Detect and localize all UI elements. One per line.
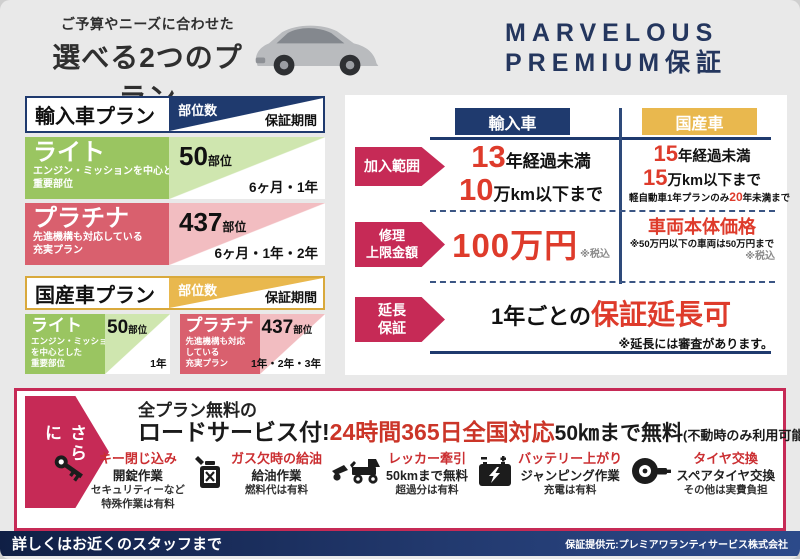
divider — [619, 108, 622, 284]
service-fuel-delivery: ガス欠時の給油 給油作業 燃料代は有料 — [193, 451, 322, 511]
extension-value: 1年ごとの保証延長可 ※延長には審査があります。 — [445, 293, 777, 352]
brand-logo: MARVELOUS PREMIUM保証 — [505, 18, 727, 78]
plan-parts: 437部位 — [261, 317, 313, 338]
plan-desc: 先進機構も対応している — [33, 232, 143, 244]
import-plan-columns: 部位数 保証期間 — [169, 98, 323, 131]
divider — [430, 281, 775, 283]
plan-parts: 437部位 — [179, 207, 247, 237]
key-icon — [54, 455, 83, 482]
service-list: キー閉じ込み 開錠作業 セキュリティーなど 特殊作業は有料 — [51, 451, 775, 511]
plan-period: 1年 — [150, 358, 167, 370]
col-period-label: 保証期間 — [264, 290, 317, 305]
plan-period: 6ヶ月・1年・2年 — [214, 246, 318, 261]
service-towing: レッカー牽引 50kmまで無料 超過分は有料 — [330, 451, 468, 511]
domestic-plan-header: 国産車プラン 部位数 保証期間 — [25, 276, 325, 310]
plan-name: ライト — [33, 139, 105, 166]
row-label-enrollment: 加入範囲 — [355, 147, 445, 186]
divider — [430, 210, 775, 212]
domestic-plan-columns: 部位数 保証期間 — [169, 278, 323, 308]
column-header-import: 輸入車 — [455, 108, 570, 135]
service-key-lockout: キー閉じ込み 開錠作業 セキュリティーなど 特殊作業は有料 — [51, 451, 185, 511]
battery-icon — [479, 456, 512, 486]
plan-name: プラチナ — [33, 205, 129, 232]
plan-desc: 重要部位 — [33, 178, 73, 190]
import-plan-row-light: ライト エンジン・ミッションを中心とした 重要部位 50部位 6ヶ月・1年 — [25, 137, 325, 199]
column-header-domestic: 国産車 — [642, 108, 757, 135]
fuel-can-icon — [194, 456, 220, 488]
repair-limit-import-value: 100万円 ※税込 — [452, 227, 610, 264]
road-service-headline: ロードサービス付!24時間365日全国対応50㎞まで無料(不動時のみ利用可能) — [138, 419, 800, 445]
footer-provider: 保証提供元:プレミアワランティサービス株式会社 — [565, 540, 788, 551]
plan-desc: 充実プラン — [33, 244, 83, 256]
import-plan-title: 輸入車プラン — [35, 106, 155, 128]
footer-bar: 詳しくはお近くのスタッフまで 保証提供元:プレミアワランティサービス株式会社 — [0, 531, 800, 556]
road-service-line1: 全プラン無料の — [138, 401, 257, 420]
import-plan-header: 輸入車プラン 部位数 保証期間 — [25, 96, 325, 133]
comparison-panel: 輸入車 国産車 加入範囲 13年経過未満 10万km以下まで 15年経過未満 1… — [345, 95, 791, 375]
domestic-plan-title: 国産車プラン — [35, 284, 155, 307]
domestic-plan-cell-platinum: プラチナ 先進機構も対応 している 充実プラン 437部位 1年・2年・3年 — [179, 314, 326, 374]
brand-line-1: MARVELOUS — [505, 19, 719, 47]
domestic-plan-cells: ライト エンジン・ミッション を中心とした 重要部位 50部位 1年 プラチナ … — [25, 314, 325, 374]
footer-cta: 詳しくはお近くのスタッフまで — [12, 536, 223, 553]
extension-note: ※延長には審査があります。 — [618, 337, 773, 351]
row-label-repair-limit: 修理 上限金額 — [355, 222, 445, 267]
col-period-label: 保証期間 — [264, 113, 317, 128]
plan-period: 1年・2年・3年 — [250, 358, 321, 370]
header-subtitle: ご予算やニーズに合わせた — [60, 16, 235, 32]
plan-tables: 輸入車プラン 部位数 保証期間 ライト エンジン・ミッションを中心とした 重要部… — [25, 96, 325, 374]
service-battery: バッテリー上がり ジャンピング作業 充電は有料 — [476, 451, 622, 511]
row-label-extension: 延長 保証 — [355, 297, 445, 342]
divider — [430, 137, 771, 140]
domestic-plan-cell-light: ライト エンジン・ミッション を中心とした 重要部位 50部位 1年 — [25, 314, 171, 374]
plan-desc: エンジン・ミッションを中心とした — [33, 166, 193, 178]
plan-name: ライト — [31, 316, 82, 335]
service-tire-change: タイヤ交換 スペアタイヤ交換 その他は実費負担 — [630, 451, 775, 511]
enrollment-import-value: 13年経過未満 10万km以下まで — [458, 139, 604, 207]
tire-icon — [632, 458, 672, 484]
enrollment-domestic-value: 15年経過未満 15万km以下まで 軽自動車1年プランのみ20年未満まで — [629, 141, 791, 205]
plan-period: 6ヶ月・1年 — [248, 180, 318, 195]
col-parts-label: 部位数 — [178, 283, 218, 298]
col-parts-label: 部位数 — [178, 103, 218, 118]
plan-parts: 50部位 — [179, 141, 232, 171]
plan-name: プラチナ — [185, 316, 254, 335]
import-plan-row-platinum: プラチナ 先進機構も対応している 充実プラン 437部位 6ヶ月・1年・2年 — [25, 203, 325, 265]
suv-car-image — [255, 25, 379, 76]
repair-limit-domestic-value: 車両本体価格 ※50万円以下の車両は50万円まで ※税込 — [629, 217, 775, 262]
plan-parts: 50部位 — [107, 317, 148, 338]
divider — [430, 351, 771, 354]
tow-truck-icon — [332, 459, 381, 484]
road-service-box: さらに 全プラン無料の ロードサービス付!24時間365日全国対応50㎞まで無料… — [14, 388, 800, 531]
brand-line-2: PREMIUM保証 — [505, 49, 728, 77]
